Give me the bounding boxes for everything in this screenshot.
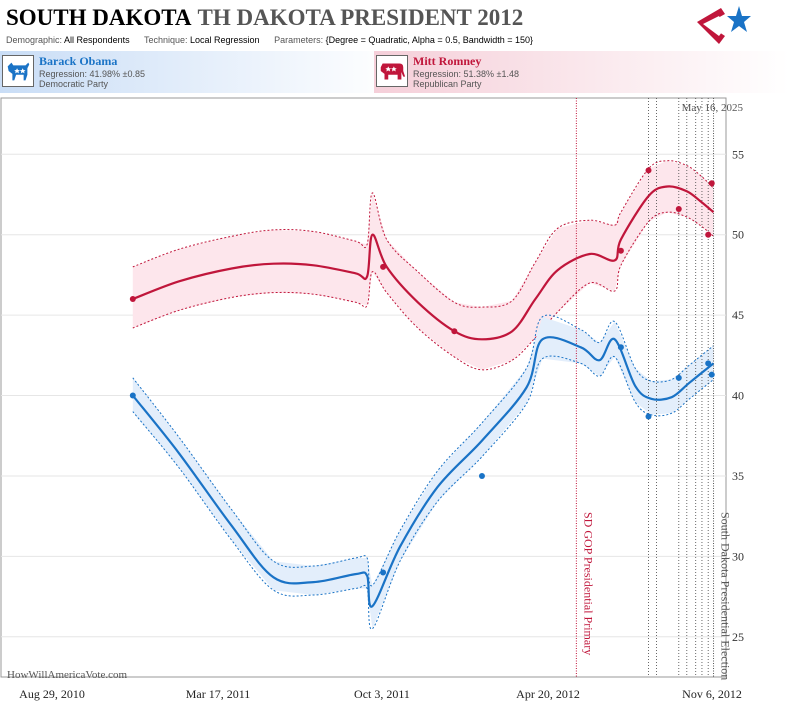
y-tick-label: 55 — [732, 147, 744, 161]
y-tick-label: 40 — [732, 389, 744, 403]
donkey-icon — [2, 55, 34, 87]
poll-point-barack-obama — [708, 371, 715, 378]
elephant-icon — [376, 55, 408, 87]
x-tick-label: Apr 20, 2012 — [516, 687, 580, 701]
y-tick-label: 45 — [732, 308, 744, 322]
x-tick-labels: Aug 29, 2010 Mar 17, 2011 Oct 3, 2011 Apr 2… — [19, 687, 742, 701]
y-tick-label: 30 — [732, 549, 744, 563]
x-tick-label: Mar 17, 2011 — [186, 687, 251, 701]
candidate-regression-romney: Regression: 51.38% ±1.48 — [413, 69, 520, 79]
x-tick-label: Oct 3, 2011 — [354, 687, 410, 701]
candidate-name-romney: Mitt Romney — [413, 54, 482, 68]
title-race: TH DAKOTA PRESIDENT 2012 — [197, 5, 524, 30]
poll-point-mitt-romney — [645, 167, 652, 174]
trend-line-barack-obama — [131, 336, 715, 608]
date-label: May 16, 2025 — [682, 102, 744, 114]
trend-line-mitt-romney — [132, 185, 715, 341]
poll-point-mitt-romney — [675, 205, 682, 212]
parameters-value: {Degree = Quadratic, Alpha = 0.5, Bandwi… — [325, 35, 534, 45]
poll-point-mitt-romney — [705, 231, 712, 238]
candidate-party-romney: Republican Party — [413, 79, 482, 89]
page-title: SOUTH DAKOTA TH DAKOTA PRESIDENT 2012 — [6, 5, 523, 31]
band-upper-barack-obama — [132, 314, 714, 587]
x-tick-label: Nov 6, 2012 — [682, 687, 742, 701]
technique-label: Technique: — [143, 35, 188, 45]
header: SOUTH DAKOTA TH DAKOTA PRESIDENT 2012 Dem… — [0, 0, 789, 50]
grid-lines — [1, 153, 726, 638]
candidate-card-romney: Mitt Romney Regression: 51.38% ±1.48 Rep… — [374, 51, 789, 93]
poll-point-mitt-romney — [380, 263, 387, 270]
trend-lines — [131, 185, 715, 608]
poll-point-barack-obama — [129, 392, 136, 399]
poll-chart: SD GOP Presidential Primary South Dakota … — [0, 97, 744, 701]
y-tick-label: 25 — [732, 630, 744, 644]
poll-point-barack-obama — [617, 344, 624, 351]
event-label: SD GOP Presidential Primary — [581, 512, 595, 655]
star-flag-logo-icon — [697, 6, 751, 44]
technique-value: Local Regression — [190, 35, 260, 45]
poll-points — [129, 167, 715, 576]
parameters-line: Demographic: All Respondents Technique: … — [6, 35, 545, 45]
x-tick-label: Aug 29, 2010 — [19, 687, 85, 701]
parameters-label: Parameters: — [274, 35, 324, 45]
y-tick-label: 50 — [732, 228, 744, 242]
candidate-card-obama: Barack Obama Regression: 41.98% ±0.85 De… — [0, 51, 395, 93]
y-tick-label: 35 — [732, 469, 744, 483]
poll-point-mitt-romney — [708, 180, 715, 187]
candidate-party-obama: Democratic Party — [39, 79, 109, 89]
candidate-name-obama: Barack Obama — [39, 54, 118, 68]
title-state: SOUTH DAKOTA — [6, 5, 192, 30]
poll-point-barack-obama — [675, 374, 682, 381]
poll-point-mitt-romney — [129, 296, 136, 303]
watermark: HowWillAmericaVote.com — [7, 669, 127, 681]
event-label: South Dakota Presidential Election — [719, 512, 733, 680]
demographic-value: All Respondents — [64, 35, 130, 45]
band-lower-barack-obama — [132, 355, 714, 630]
plot-area — [0, 97, 727, 678]
poll-point-barack-obama — [705, 360, 712, 367]
y-tick-labels: 25 30 35 40 45 50 55 — [732, 147, 744, 644]
candidate-regression-obama: Regression: 41.98% ±0.85 — [39, 69, 146, 79]
poll-point-barack-obama — [380, 569, 387, 576]
event-markers: SD GOP Presidential Primary South Dakota … — [575, 98, 733, 680]
poll-point-mitt-romney — [451, 328, 458, 335]
poll-point-barack-obama — [478, 472, 485, 479]
poll-point-mitt-romney — [617, 247, 624, 254]
poll-point-barack-obama — [645, 413, 652, 420]
demographic-label: Demographic: — [6, 35, 63, 45]
